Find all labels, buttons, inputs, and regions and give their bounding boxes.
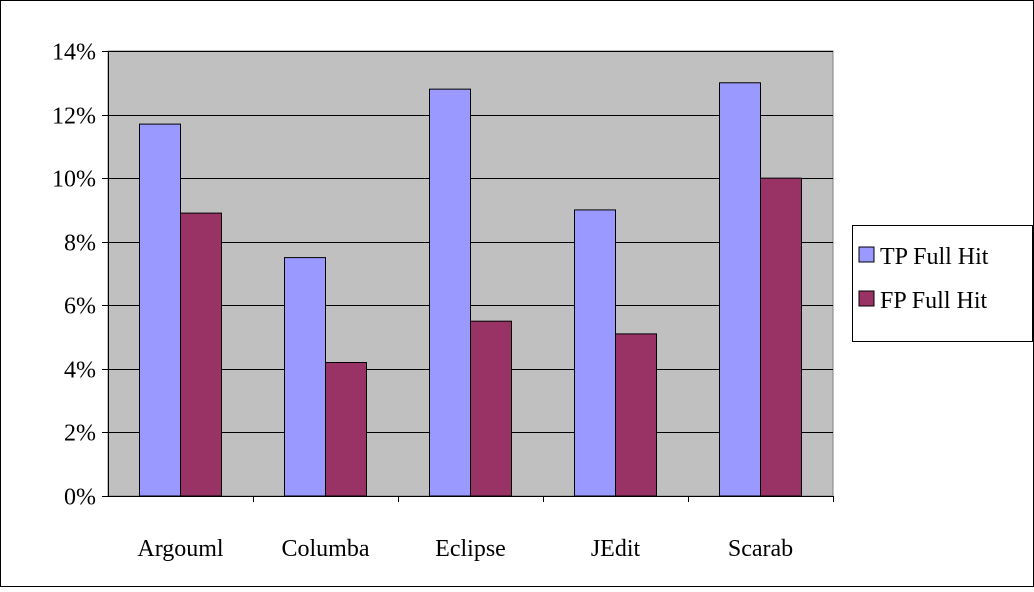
y-tick-label: 2% — [64, 421, 96, 447]
x-tick-label: Columba — [282, 536, 370, 562]
bar-fp-jedit — [615, 333, 657, 497]
y-tick-label: 10% — [52, 167, 96, 193]
bar-tp-eclipse — [429, 88, 471, 497]
legend-swatch — [858, 290, 875, 307]
axes — [102, 51, 834, 502]
legend-box — [852, 225, 1033, 342]
legend-swatch — [858, 246, 875, 263]
legend-label: TP Full Hit — [880, 244, 989, 270]
x-tick-label: JEdit — [591, 536, 641, 562]
bar-fp-argouml — [180, 212, 222, 497]
x-tick-label: Argouml — [137, 536, 224, 562]
legend: TP Full Hit FP Full Hit — [852, 225, 1033, 342]
legend-label: FP Full Hit — [880, 288, 987, 314]
bar-tp-scarab — [719, 82, 761, 497]
x-tick-label: Eclipse — [435, 536, 506, 562]
y-tick-label: 12% — [52, 104, 96, 130]
y-tick-label: 8% — [64, 231, 96, 257]
bar-fp-columba — [325, 362, 367, 497]
bars — [139, 82, 802, 497]
tick-labels: 0% 2% 4% 6% 8% 10% 12% 14% Argouml Columba Eclipse… — [52, 40, 793, 563]
y-tick-label: 6% — [64, 294, 96, 320]
bar-tp-argouml — [139, 123, 181, 497]
y-tick-label: 4% — [64, 358, 96, 384]
bar-tp-columba — [284, 257, 326, 497]
y-tick-label: 14% — [52, 40, 96, 66]
y-tick-label: 0% — [64, 485, 96, 511]
bar-fp-eclipse — [470, 320, 512, 497]
x-tick-label: Scarab — [728, 536, 793, 562]
bar-fp-scarab — [760, 177, 802, 497]
bar-tp-jedit — [574, 209, 616, 497]
